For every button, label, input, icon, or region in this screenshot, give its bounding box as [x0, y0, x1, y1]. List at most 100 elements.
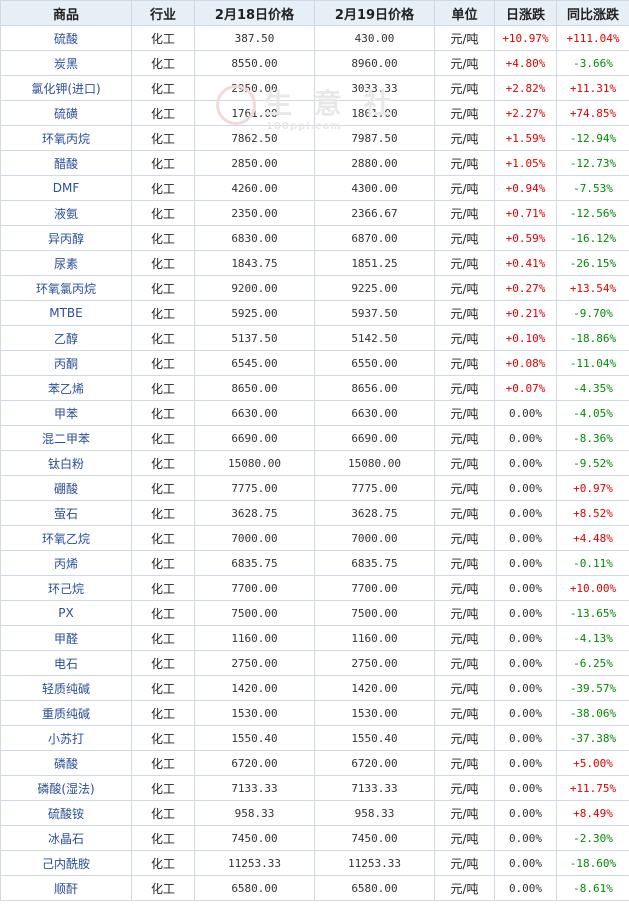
unit-cell: 元/吨 — [434, 675, 495, 701]
commodity-link[interactable]: 硫酸 — [0, 25, 132, 51]
price-feb18-cell: 1843.75 — [194, 250, 315, 276]
commodity-link[interactable]: 甲醛 — [0, 625, 132, 651]
unit-cell: 元/吨 — [434, 75, 495, 101]
price-feb18-cell: 6830.00 — [194, 225, 315, 251]
yoy-change-cell: -8.36% — [556, 425, 629, 451]
commodity-link[interactable]: 液氨 — [0, 200, 132, 226]
header-price-feb19: 2月19日价格 — [314, 0, 435, 26]
header-yoy-change: 同比涨跌 — [556, 0, 629, 26]
industry-cell: 化工 — [131, 175, 195, 201]
commodity-link[interactable]: 丙烯 — [0, 550, 132, 576]
commodity-link[interactable]: 苯乙烯 — [0, 375, 132, 401]
price-feb19-cell: 6720.00 — [314, 750, 435, 776]
commodity-link[interactable]: DMF — [0, 175, 132, 201]
price-feb19-cell: 9225.00 — [314, 275, 435, 301]
commodity-link[interactable]: 环氧乙烷 — [0, 525, 132, 551]
yoy-change-cell: -39.57% — [556, 675, 629, 701]
price-feb19-cell: 3033.33 — [314, 75, 435, 101]
daily-change-cell: 0.00% — [494, 700, 557, 726]
unit-cell: 元/吨 — [434, 200, 495, 226]
table-row: 液氨 化工 2350.00 2366.67 元/吨 +0.71% -12.56% — [0, 200, 629, 226]
daily-change-cell: +0.10% — [494, 325, 557, 351]
commodity-link[interactable]: 顺酐 — [0, 875, 132, 901]
yoy-change-cell: -37.38% — [556, 725, 629, 751]
table-row: 冰晶石 化工 7450.00 7450.00 元/吨 0.00% -2.30% — [0, 825, 629, 851]
industry-cell: 化工 — [131, 100, 195, 126]
commodity-link[interactable]: 冰晶石 — [0, 825, 132, 851]
commodity-link[interactable]: 尿素 — [0, 250, 132, 276]
commodity-link[interactable]: 炭黑 — [0, 50, 132, 76]
commodity-link[interactable]: 磷酸 — [0, 750, 132, 776]
daily-change-cell: +10.97% — [494, 25, 557, 51]
price-feb19-cell: 7987.50 — [314, 125, 435, 151]
price-feb18-cell: 7862.50 — [194, 125, 315, 151]
unit-cell: 元/吨 — [434, 300, 495, 326]
price-feb19-cell: 1801.00 — [314, 100, 435, 126]
price-feb18-cell: 7450.00 — [194, 825, 315, 851]
daily-change-cell: 0.00% — [494, 425, 557, 451]
commodity-link[interactable]: 磷酸(湿法) — [0, 775, 132, 801]
unit-cell: 元/吨 — [434, 525, 495, 551]
yoy-change-cell: -2.30% — [556, 825, 629, 851]
header-industry: 行业 — [131, 0, 195, 26]
daily-change-cell: 0.00% — [494, 475, 557, 501]
daily-change-cell: 0.00% — [494, 450, 557, 476]
commodity-link[interactable]: MTBE — [0, 300, 132, 326]
unit-cell: 元/吨 — [434, 100, 495, 126]
price-feb19-cell: 1420.00 — [314, 675, 435, 701]
table-row: 磷酸 化工 6720.00 6720.00 元/吨 0.00% +5.00% — [0, 750, 629, 776]
table-header-row: 商品 行业 2月18日价格 2月19日价格 单位 日涨跌 同比涨跌 — [0, 0, 629, 26]
yoy-change-cell: +74.85% — [556, 100, 629, 126]
daily-change-cell: 0.00% — [494, 400, 557, 426]
commodity-link[interactable]: 丙酮 — [0, 350, 132, 376]
commodity-link[interactable]: 环氧氯丙烷 — [0, 275, 132, 301]
commodity-link[interactable]: 异丙醇 — [0, 225, 132, 251]
daily-change-cell: +2.82% — [494, 75, 557, 101]
commodity-link[interactable]: 硫酸铵 — [0, 800, 132, 826]
commodity-link[interactable]: 轻质纯碱 — [0, 675, 132, 701]
industry-cell: 化工 — [131, 500, 195, 526]
price-feb18-cell: 1550.40 — [194, 725, 315, 751]
commodity-link[interactable]: PX — [0, 600, 132, 626]
unit-cell: 元/吨 — [434, 150, 495, 176]
commodity-link[interactable]: 氯化钾(进口) — [0, 75, 132, 101]
commodity-link[interactable]: 小苏打 — [0, 725, 132, 751]
price-feb18-cell: 6690.00 — [194, 425, 315, 451]
yoy-change-cell: -3.66% — [556, 50, 629, 76]
table-row: 重质纯碱 化工 1530.00 1530.00 元/吨 0.00% -38.06% — [0, 700, 629, 726]
price-feb19-cell: 8960.00 — [314, 50, 435, 76]
price-feb18-cell: 3628.75 — [194, 500, 315, 526]
price-feb18-cell: 7133.33 — [194, 775, 315, 801]
commodity-link[interactable]: 己内酰胺 — [0, 850, 132, 876]
price-feb19-cell: 4300.00 — [314, 175, 435, 201]
price-feb19-cell: 6550.00 — [314, 350, 435, 376]
commodity-link[interactable]: 环己烷 — [0, 575, 132, 601]
commodity-link[interactable]: 环氧丙烷 — [0, 125, 132, 151]
price-feb19-cell: 2366.67 — [314, 200, 435, 226]
commodity-link[interactable]: 乙醇 — [0, 325, 132, 351]
table-row: 苯乙烯 化工 8650.00 8656.00 元/吨 +0.07% -4.35% — [0, 375, 629, 401]
price-feb19-cell: 11253.33 — [314, 850, 435, 876]
price-feb18-cell: 1761.00 — [194, 100, 315, 126]
commodity-link[interactable]: 甲苯 — [0, 400, 132, 426]
price-feb18-cell: 6580.00 — [194, 875, 315, 901]
table-row: 小苏打 化工 1550.40 1550.40 元/吨 0.00% -37.38% — [0, 725, 629, 751]
unit-cell: 元/吨 — [434, 325, 495, 351]
commodity-link[interactable]: 硼酸 — [0, 475, 132, 501]
yoy-change-cell: -12.73% — [556, 150, 629, 176]
commodity-link[interactable]: 电石 — [0, 650, 132, 676]
industry-cell: 化工 — [131, 450, 195, 476]
commodity-link[interactable]: 萤石 — [0, 500, 132, 526]
commodity-link[interactable]: 重质纯碱 — [0, 700, 132, 726]
price-feb18-cell: 7700.00 — [194, 575, 315, 601]
yoy-change-cell: +8.52% — [556, 500, 629, 526]
industry-cell: 化工 — [131, 575, 195, 601]
commodity-link[interactable]: 钛白粉 — [0, 450, 132, 476]
commodity-link[interactable]: 硫磺 — [0, 100, 132, 126]
commodity-link[interactable]: 混二甲苯 — [0, 425, 132, 451]
industry-cell: 化工 — [131, 825, 195, 851]
table-row: 氯化钾(进口) 化工 2950.00 3033.33 元/吨 +2.82% +11.31% — [0, 75, 629, 101]
unit-cell: 元/吨 — [434, 350, 495, 376]
commodity-link[interactable]: 醋酸 — [0, 150, 132, 176]
price-feb19-cell: 7000.00 — [314, 525, 435, 551]
